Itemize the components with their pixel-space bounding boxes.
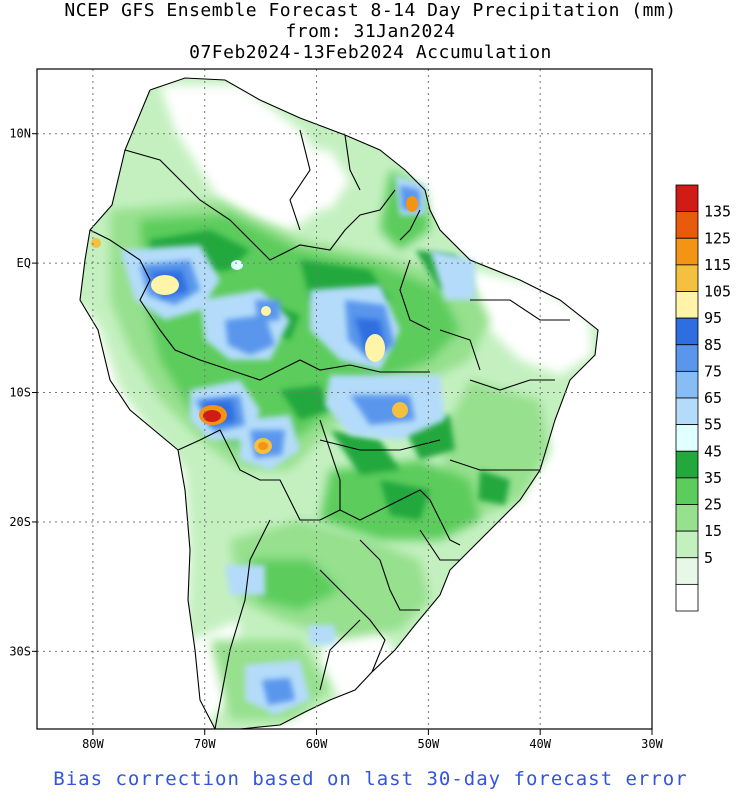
colorbar-label: 55 <box>704 416 722 434</box>
colorbar-label: 85 <box>704 336 722 354</box>
colorbar-swatch <box>675 530 699 559</box>
longitude-axis: 80W 70W 60W 50W 40W 30W <box>82 729 664 751</box>
x-tick-label: 80W <box>82 737 104 751</box>
colorbar-swatch <box>675 583 699 612</box>
colorbar-swatch <box>675 424 699 452</box>
colorbar-swatch <box>675 450 699 479</box>
colorbar-swatch <box>675 264 699 292</box>
colorbar-label: 135 <box>704 203 731 221</box>
x-tick-label: 50W <box>418 737 440 751</box>
maxima-cores <box>91 196 418 454</box>
y-tick-label: 20S <box>9 515 31 529</box>
colorbar-swatch <box>675 397 699 426</box>
colorbar-swatch <box>675 237 699 266</box>
title-line-2: from: 31Jan2024 <box>285 21 456 42</box>
maximum-core <box>91 238 101 248</box>
colorbar: 135 125 115 105 95 85 75 65 55 45 35 25 15 5 <box>675 184 731 612</box>
colorbar-label: 125 <box>704 229 731 247</box>
latitude-axis: 10N EQ 10S 20S 30S <box>9 127 37 658</box>
y-tick-label: 30S <box>9 644 31 658</box>
map-frame <box>36 68 653 730</box>
colorbar-label: 25 <box>704 496 722 514</box>
colorbar-swatch <box>675 291 699 319</box>
country-borders <box>79 77 599 729</box>
colorbar-swatch <box>675 211 699 239</box>
bias-correction-note: Bias correction based on last 30-day for… <box>53 768 688 790</box>
colorbar-swatch <box>675 184 699 213</box>
colorbar-label: 5 <box>704 549 713 567</box>
colorbar-label: 65 <box>704 389 722 407</box>
colorbar-label: 95 <box>704 309 722 327</box>
colorbar-label: 75 <box>704 362 722 380</box>
colorbar-label: 115 <box>704 256 731 274</box>
colorbar-swatch <box>675 504 699 532</box>
maximum-core <box>392 402 408 418</box>
x-tick-label: 70W <box>194 737 216 751</box>
y-tick-label: 10S <box>9 386 31 400</box>
colorbar-swatch <box>675 344 699 372</box>
maximum-core <box>261 306 271 316</box>
colorbar-label: 15 <box>704 522 722 540</box>
precipitation-field <box>70 77 599 729</box>
title-line-3: 07Feb2024-13Feb2024 Accumulation <box>189 42 552 63</box>
colorbar-label: 45 <box>704 442 722 460</box>
maximum-core <box>365 334 385 362</box>
maximum-core <box>203 410 221 422</box>
y-tick-label: 10N <box>9 127 31 141</box>
x-tick-label: 60W <box>306 737 328 751</box>
x-tick-label: 30W <box>641 737 663 751</box>
maximum-core <box>258 442 268 450</box>
y-tick-label: EQ <box>17 256 31 270</box>
title-line-1: NCEP GFS Ensemble Forecast 8-14 Day Prec… <box>64 0 677 21</box>
maximum-core <box>231 260 243 270</box>
colorbar-label: 35 <box>704 469 722 487</box>
colorbar-swatch <box>675 557 699 585</box>
colorbar-label: 105 <box>704 283 731 301</box>
x-tick-label: 40W <box>529 737 551 751</box>
maximum-core <box>406 196 418 212</box>
colorbar-swatch <box>675 477 699 505</box>
colorbar-swatch <box>675 317 699 346</box>
maximum-core <box>151 275 179 295</box>
colorbar-swatch <box>675 370 699 399</box>
